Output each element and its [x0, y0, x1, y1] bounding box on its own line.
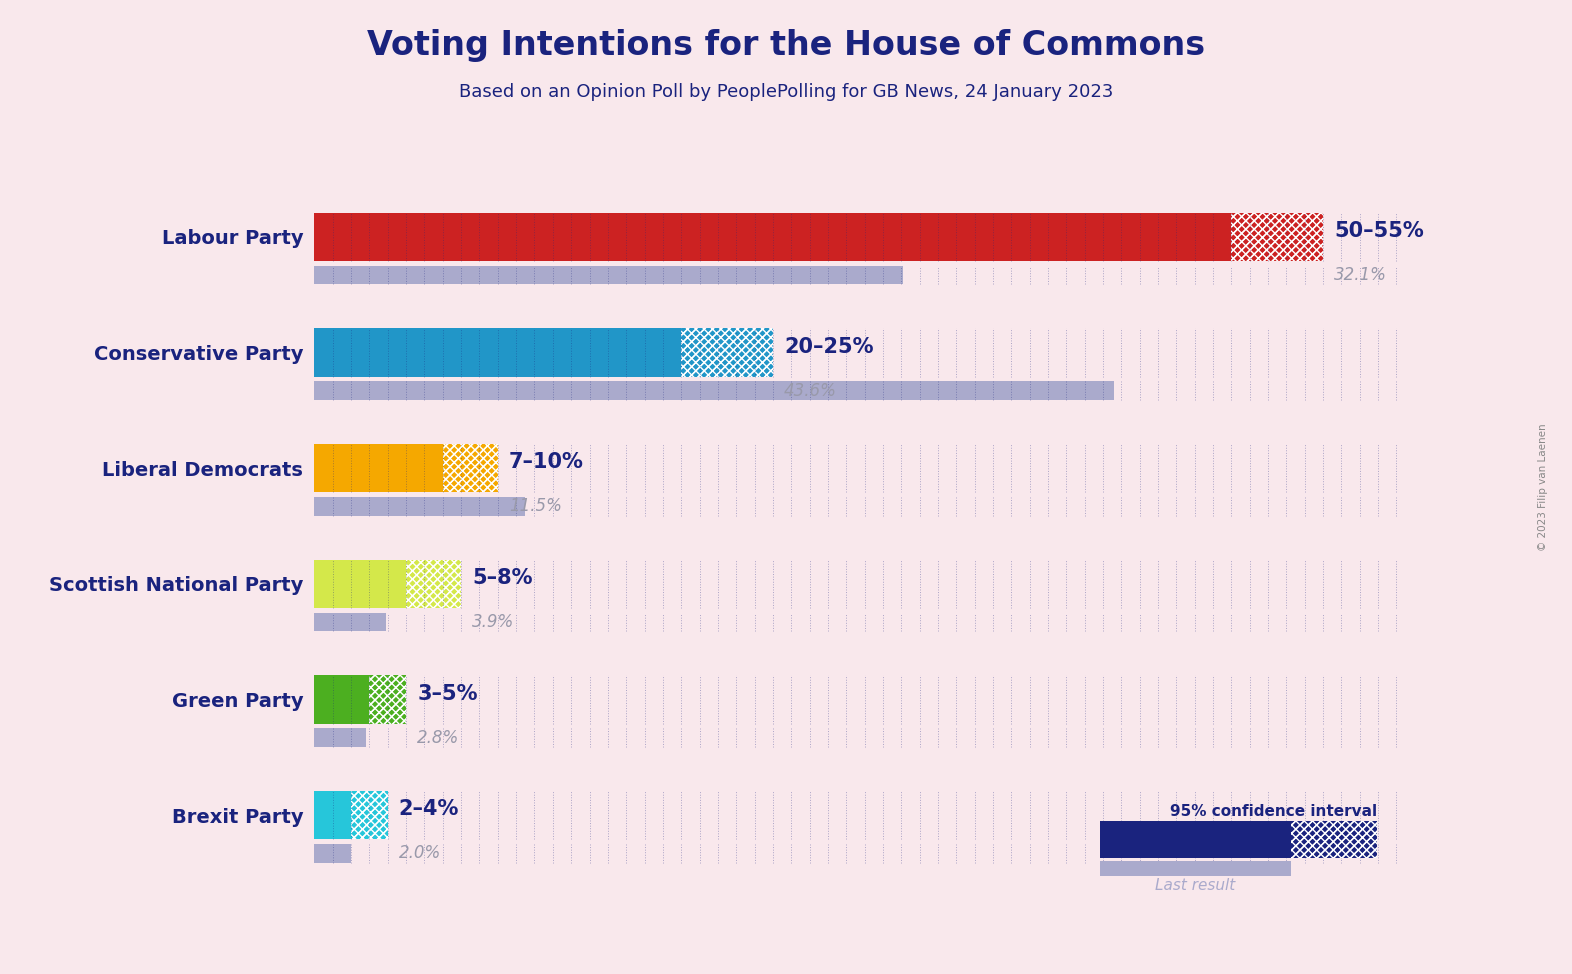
Bar [314, 675, 369, 724]
Bar [1231, 212, 1324, 261]
Text: 50–55%: 50–55% [1335, 221, 1424, 241]
Bar [369, 675, 406, 724]
Bar [369, 675, 406, 724]
Text: 20–25%: 20–25% [784, 337, 874, 356]
Text: 11.5%: 11.5% [509, 498, 561, 515]
Text: Voting Intentions for the House of Commons: Voting Intentions for the House of Commo… [366, 29, 1206, 62]
Bar [314, 791, 351, 840]
Bar [314, 497, 525, 515]
Text: Last result: Last result [1155, 879, 1236, 893]
Bar [351, 791, 388, 840]
Bar [314, 382, 1115, 400]
Bar [681, 328, 773, 377]
Bar [314, 844, 351, 863]
Text: 3.9%: 3.9% [472, 613, 514, 631]
Bar [314, 328, 681, 377]
Bar [443, 444, 498, 493]
Bar [443, 444, 498, 493]
Bar [406, 559, 461, 608]
Bar [1231, 212, 1324, 261]
Text: 2–4%: 2–4% [399, 800, 459, 819]
Bar [1291, 821, 1377, 858]
Text: 7–10%: 7–10% [509, 452, 583, 472]
Bar [314, 444, 443, 493]
Text: 5–8%: 5–8% [472, 568, 533, 588]
Text: 2.8%: 2.8% [417, 729, 459, 747]
Text: 43.6%: 43.6% [784, 382, 836, 399]
Text: 2.0%: 2.0% [399, 844, 442, 862]
Bar [406, 559, 461, 608]
Bar [406, 559, 461, 608]
Bar [314, 729, 366, 747]
Text: 3–5%: 3–5% [417, 684, 478, 703]
Bar [1100, 861, 1291, 877]
Bar [443, 444, 498, 493]
Text: 32.1%: 32.1% [1335, 266, 1387, 284]
Bar [314, 212, 1231, 261]
Bar [314, 613, 387, 631]
Bar [351, 791, 388, 840]
Bar [1100, 821, 1291, 858]
Bar [351, 791, 388, 840]
Bar [681, 328, 773, 377]
Bar [1291, 821, 1377, 858]
Bar [1231, 212, 1324, 261]
Text: Based on an Opinion Poll by PeoplePolling for GB News, 24 January 2023: Based on an Opinion Poll by PeoplePollin… [459, 83, 1113, 100]
Text: 95% confidence interval
with median: 95% confidence interval with median [1170, 804, 1377, 837]
Bar [314, 559, 406, 608]
Bar [369, 675, 406, 724]
Bar [314, 266, 902, 284]
Bar [1291, 821, 1377, 858]
Text: © 2023 Filip van Laenen: © 2023 Filip van Laenen [1539, 423, 1548, 551]
Bar [681, 328, 773, 377]
